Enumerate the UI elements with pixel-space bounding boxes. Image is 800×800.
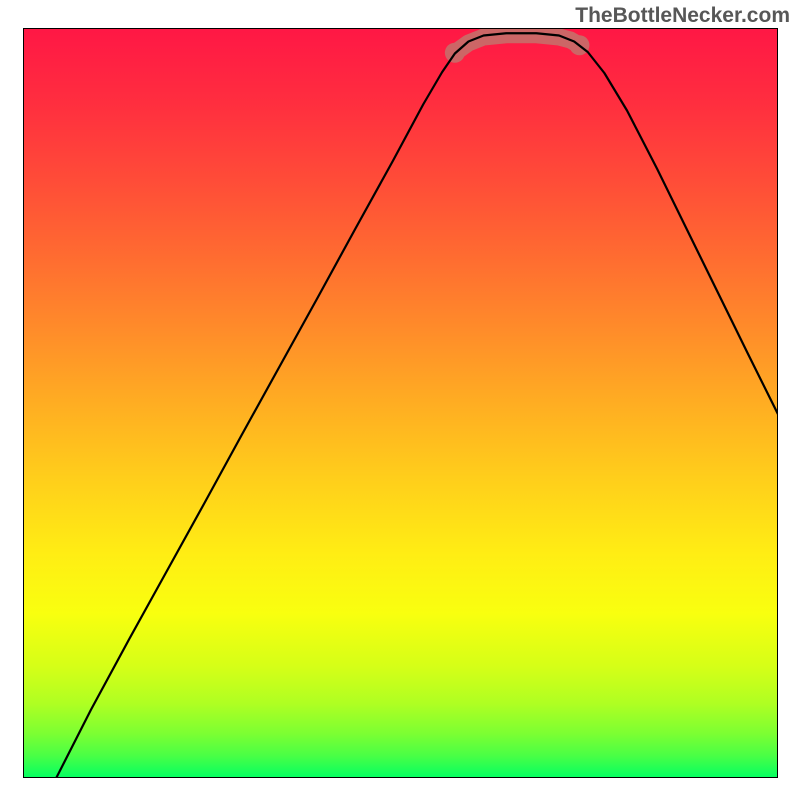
plot-background xyxy=(23,28,778,778)
plot-area xyxy=(23,28,778,778)
plot-svg xyxy=(23,28,778,778)
chart-container: TheBottleNecker.com xyxy=(0,0,800,800)
watermark-text: TheBottleNecker.com xyxy=(575,4,790,28)
